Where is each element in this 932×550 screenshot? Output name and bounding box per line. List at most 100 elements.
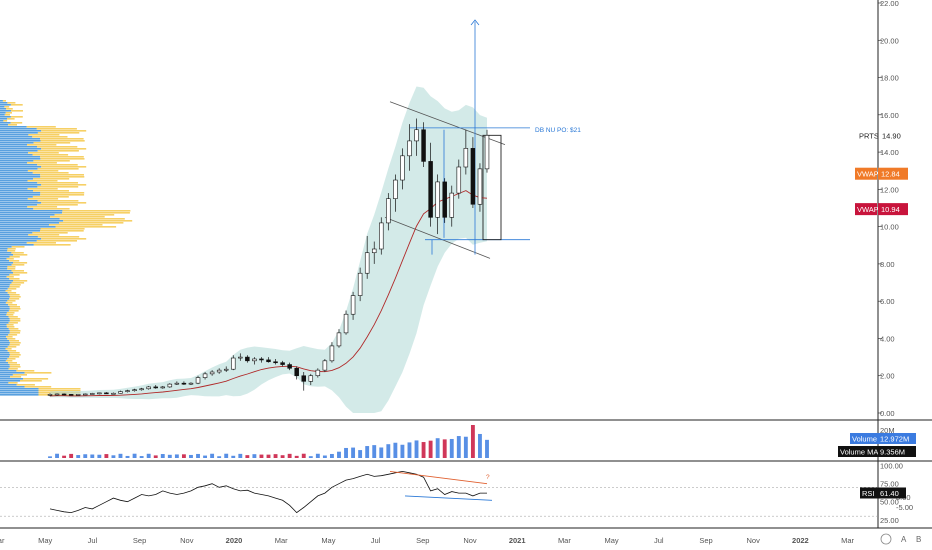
candle-body: [400, 155, 405, 181]
profile-bar-yellow: [10, 116, 23, 118]
profile-bar-yellow: [7, 248, 16, 250]
volume-bar: [238, 453, 243, 458]
profile-bar-yellow: [28, 234, 60, 236]
volume-bars: 20M: [48, 425, 895, 458]
price-tick-label: 0.00: [880, 409, 895, 418]
profile-bar-blue: [0, 108, 7, 110]
candle-body: [223, 368, 229, 371]
profile-bar-blue: [0, 180, 28, 182]
profile-bar-yellow: [32, 232, 68, 234]
profile-bar-blue: [0, 306, 10, 308]
log-scale-toggle[interactable]: B: [916, 535, 921, 544]
profile-bar-blue: [0, 174, 41, 176]
profile-bar-yellow: [7, 250, 16, 252]
time-axis[interactable]: Mar May Jul Sep Nov 2020 Mar May Jul Sep Nov 2021 Ma…: [0, 536, 855, 545]
candle-body: [386, 198, 391, 224]
volume-bar: [273, 454, 278, 458]
profile-bar-blue: [0, 122, 11, 124]
profile-bar-blue: [0, 344, 10, 346]
candle-body: [428, 161, 433, 218]
rsi-tag-label: RSI: [862, 489, 875, 498]
profile-bar-blue: [0, 114, 5, 116]
profile-bar-blue: [0, 182, 38, 184]
profile-bar-yellow: [7, 118, 15, 120]
profile-bar-blue: [0, 348, 6, 350]
measure-arrow-head: [470, 19, 480, 26]
price-tick-label: 16.00: [880, 111, 899, 120]
profile-bar-yellow: [32, 196, 69, 198]
profile-bar-yellow: [8, 124, 17, 126]
profile-bar-yellow: [26, 242, 56, 244]
candle-body: [266, 359, 271, 363]
profile-bar-blue: [0, 316, 9, 318]
profile-bar-blue: [0, 178, 34, 180]
profile-bar-yellow: [38, 388, 81, 390]
profile-bar-blue: [0, 370, 17, 372]
profile-bar-yellow: [9, 344, 20, 346]
profile-bar-yellow: [40, 176, 85, 178]
volume-bar: [132, 453, 137, 458]
profile-bar-blue: [0, 386, 25, 388]
candle-body: [83, 393, 88, 396]
profile-bar-blue: [0, 330, 10, 332]
volume-bar: [400, 444, 405, 458]
profile-bar-yellow: [8, 328, 19, 330]
candle-body: [146, 386, 151, 390]
profile-bar-blue: [0, 358, 8, 360]
profile-bar-yellow: [9, 356, 20, 358]
volume-bar: [252, 454, 257, 458]
profile-bar-yellow: [9, 278, 20, 280]
candle-body: [68, 394, 74, 396]
profile-bar-yellow: [33, 178, 70, 180]
volume-bar: [146, 453, 151, 458]
profile-bar-yellow: [6, 108, 13, 110]
profile-bar-yellow: [9, 294, 20, 296]
profile-bar-yellow: [8, 362, 17, 364]
candle-body: [54, 393, 60, 396]
profile-bar-blue: [0, 118, 7, 120]
auto-scale-toggle[interactable]: A: [901, 535, 907, 544]
volume-bar: [308, 456, 313, 458]
profile-bar-blue: [0, 352, 10, 354]
profile-bar-yellow: [40, 158, 85, 160]
profile-bar-blue: [0, 264, 12, 266]
profile-bar-blue: [0, 328, 9, 330]
profile-bar-blue: [0, 154, 33, 156]
profile-bar-blue: [0, 392, 39, 394]
profile-bar-blue: [0, 250, 8, 252]
candle-body: [209, 371, 215, 375]
tag-label: VWAP: [857, 205, 879, 214]
profile-bar-yellow: [6, 314, 14, 316]
profile-bar-yellow: [7, 292, 17, 294]
profile-bar-blue: [0, 204, 38, 206]
profile-bar-yellow: [9, 366, 21, 368]
profile-bar-yellow: [32, 172, 69, 174]
volume-bar: [48, 456, 52, 458]
volume-bar: [118, 453, 123, 458]
rsi-tag-value: 61.40: [880, 489, 899, 498]
profile-bar-yellow: [5, 360, 13, 362]
price-axis[interactable]: 22.00 20.00 18.00 16.00 14.00 12.00 10.00 8.00 6…: [878, 0, 899, 418]
volume-tag-value: 12.972M: [880, 435, 909, 444]
profile-bar-blue: [0, 208, 34, 210]
volume-tick-label: 20M: [880, 426, 895, 435]
profile-bar-blue: [0, 102, 8, 104]
profile-bar-blue: [0, 276, 7, 278]
vwap-line: [49, 190, 488, 397]
profile-bar-blue: [0, 124, 9, 126]
bollinger-bands: [50, 86, 487, 413]
candle-body: [421, 129, 426, 162]
band-fill: [50, 86, 487, 413]
profile-bar-blue: [0, 310, 9, 312]
profile-bar-blue: [0, 336, 6, 338]
vwap-polyline: [49, 190, 488, 397]
settings-logo-icon[interactable]: [880, 533, 892, 545]
profile-bar-yellow: [37, 146, 78, 148]
profile-bar-blue: [0, 226, 56, 228]
profile-bar-blue: [0, 338, 8, 340]
profile-bar-blue: [0, 284, 10, 286]
rsi-tag-value-bg: [878, 487, 906, 499]
candle-body: [477, 168, 483, 205]
profile-bar-yellow: [40, 228, 85, 230]
